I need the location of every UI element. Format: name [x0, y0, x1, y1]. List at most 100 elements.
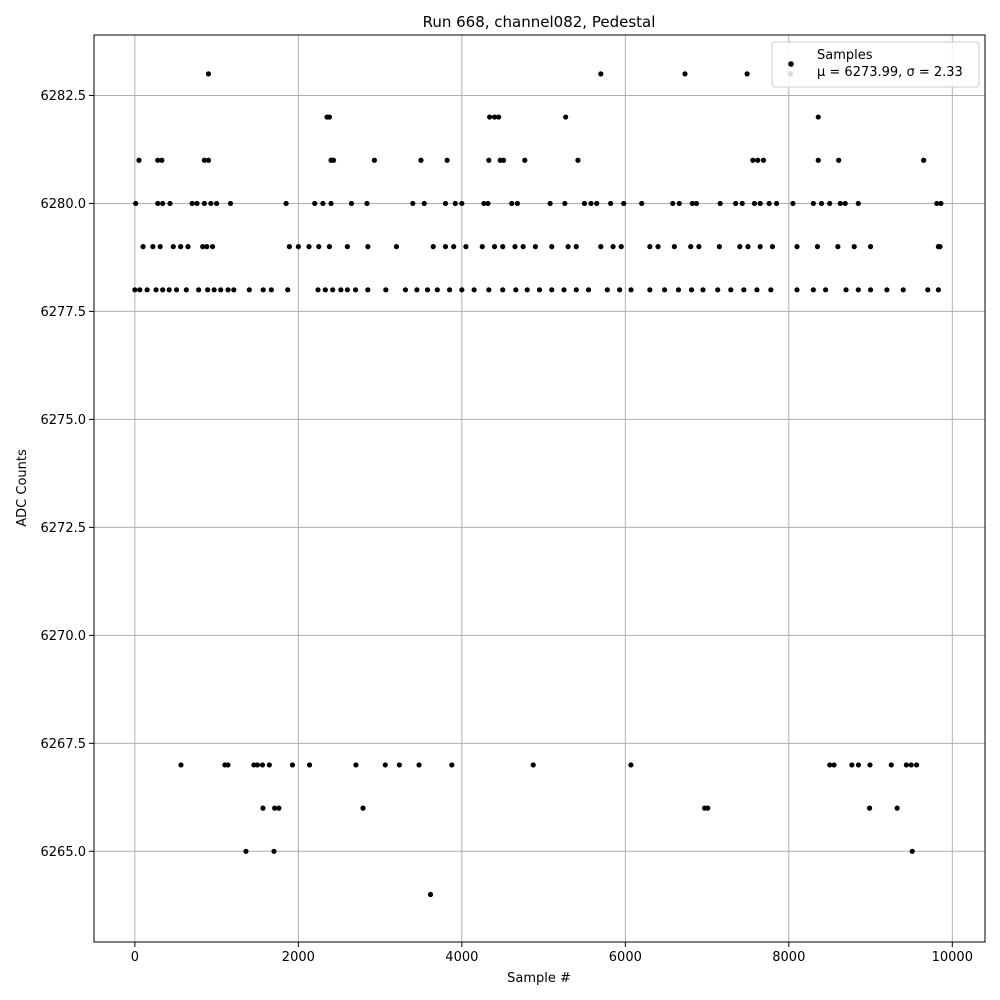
- data-point: [485, 200, 491, 207]
- data-point: [178, 762, 184, 768]
- data-point: [137, 287, 143, 293]
- data-point: [402, 287, 409, 293]
- data-point: [790, 200, 796, 207]
- data-point: [348, 200, 355, 207]
- data-point: [594, 200, 600, 207]
- data-point: [382, 762, 388, 768]
- data-point: [344, 244, 350, 250]
- data-point: [561, 287, 567, 293]
- x-tick-label: 8000: [772, 950, 805, 965]
- data-point: [827, 200, 833, 207]
- data-point: [479, 244, 485, 250]
- data-point: [486, 287, 492, 293]
- data-point: [344, 287, 350, 293]
- data-point: [500, 287, 506, 293]
- data-point: [573, 287, 579, 293]
- data-point: [794, 244, 800, 250]
- data-point: [810, 287, 816, 293]
- data-point: [628, 762, 634, 768]
- data-point: [306, 762, 313, 768]
- data-point: [757, 200, 763, 207]
- data-point: [575, 157, 581, 163]
- data-point: [604, 287, 610, 293]
- data-point: [689, 200, 695, 207]
- data-point: [921, 157, 927, 163]
- data-point: [500, 157, 507, 163]
- data-point: [750, 157, 756, 163]
- data-point: [617, 287, 623, 293]
- data-point: [463, 244, 469, 250]
- data-point: [364, 200, 370, 207]
- data-point: [266, 762, 272, 768]
- data-point: [934, 200, 940, 207]
- y-axis-ticks: 6265.0 6267.5 6270.0 6272.5 6275.0 6277.5 6280…: [41, 89, 94, 860]
- data-point: [418, 157, 424, 163]
- data-point: [855, 762, 862, 768]
- data-point: [140, 244, 146, 250]
- data-point: [696, 244, 702, 250]
- y-tick-label: 6272.5: [41, 521, 87, 536]
- data-point: [365, 244, 371, 250]
- data-point: [209, 244, 216, 250]
- data-point: [459, 287, 465, 293]
- data-point: [842, 200, 848, 207]
- data-point: [218, 287, 224, 293]
- data-point: [246, 287, 252, 293]
- data-point: [728, 287, 734, 293]
- data-point: [903, 762, 909, 768]
- data-point: [136, 157, 142, 163]
- data-point: [618, 244, 624, 250]
- data-point: [205, 287, 211, 293]
- data-point: [909, 848, 915, 854]
- data-point: [132, 287, 138, 293]
- data-point: [716, 244, 722, 250]
- data-point: [471, 287, 477, 293]
- data-point: [815, 114, 821, 120]
- data-point: [200, 244, 206, 250]
- data-point: [205, 157, 212, 163]
- data-point: [194, 200, 200, 207]
- data-point: [509, 200, 515, 207]
- data-point: [536, 287, 543, 293]
- data-point: [326, 114, 333, 120]
- data-point: [751, 200, 758, 207]
- data-point: [204, 244, 210, 250]
- data-point: [530, 762, 536, 768]
- data-point: [352, 287, 359, 293]
- data-point: [598, 244, 604, 250]
- data-point: [271, 848, 277, 854]
- data-point: [739, 200, 745, 207]
- data-point: [421, 200, 427, 207]
- data-point: [259, 762, 266, 768]
- plot-frame: [93, 34, 986, 943]
- data-point: [500, 244, 506, 250]
- data-point: [289, 762, 296, 768]
- y-tick-label: 6267.5: [41, 737, 87, 752]
- data-point: [843, 287, 849, 293]
- data-point: [312, 200, 318, 207]
- data-point: [360, 805, 366, 811]
- data-point: [481, 200, 487, 207]
- data-point: [755, 157, 761, 163]
- data-point: [733, 200, 739, 207]
- data-point: [836, 157, 842, 163]
- data-point: [396, 762, 402, 768]
- data-point: [260, 287, 266, 293]
- y-tick-label: 6282.5: [41, 89, 87, 104]
- data-point: [189, 200, 195, 207]
- data-point: [155, 200, 161, 207]
- data-point: [549, 244, 555, 250]
- data-point: [285, 287, 291, 293]
- data-point: [201, 200, 207, 207]
- data-point: [451, 244, 457, 250]
- legend-box: [771, 41, 980, 88]
- data-point: [913, 762, 920, 768]
- data-point: [286, 244, 292, 250]
- data-point: [908, 762, 914, 768]
- x-tick-label: 0: [131, 950, 139, 965]
- data-point: [647, 244, 653, 250]
- data-point: [208, 200, 214, 207]
- data-point: [459, 200, 465, 207]
- data-point: [227, 200, 234, 207]
